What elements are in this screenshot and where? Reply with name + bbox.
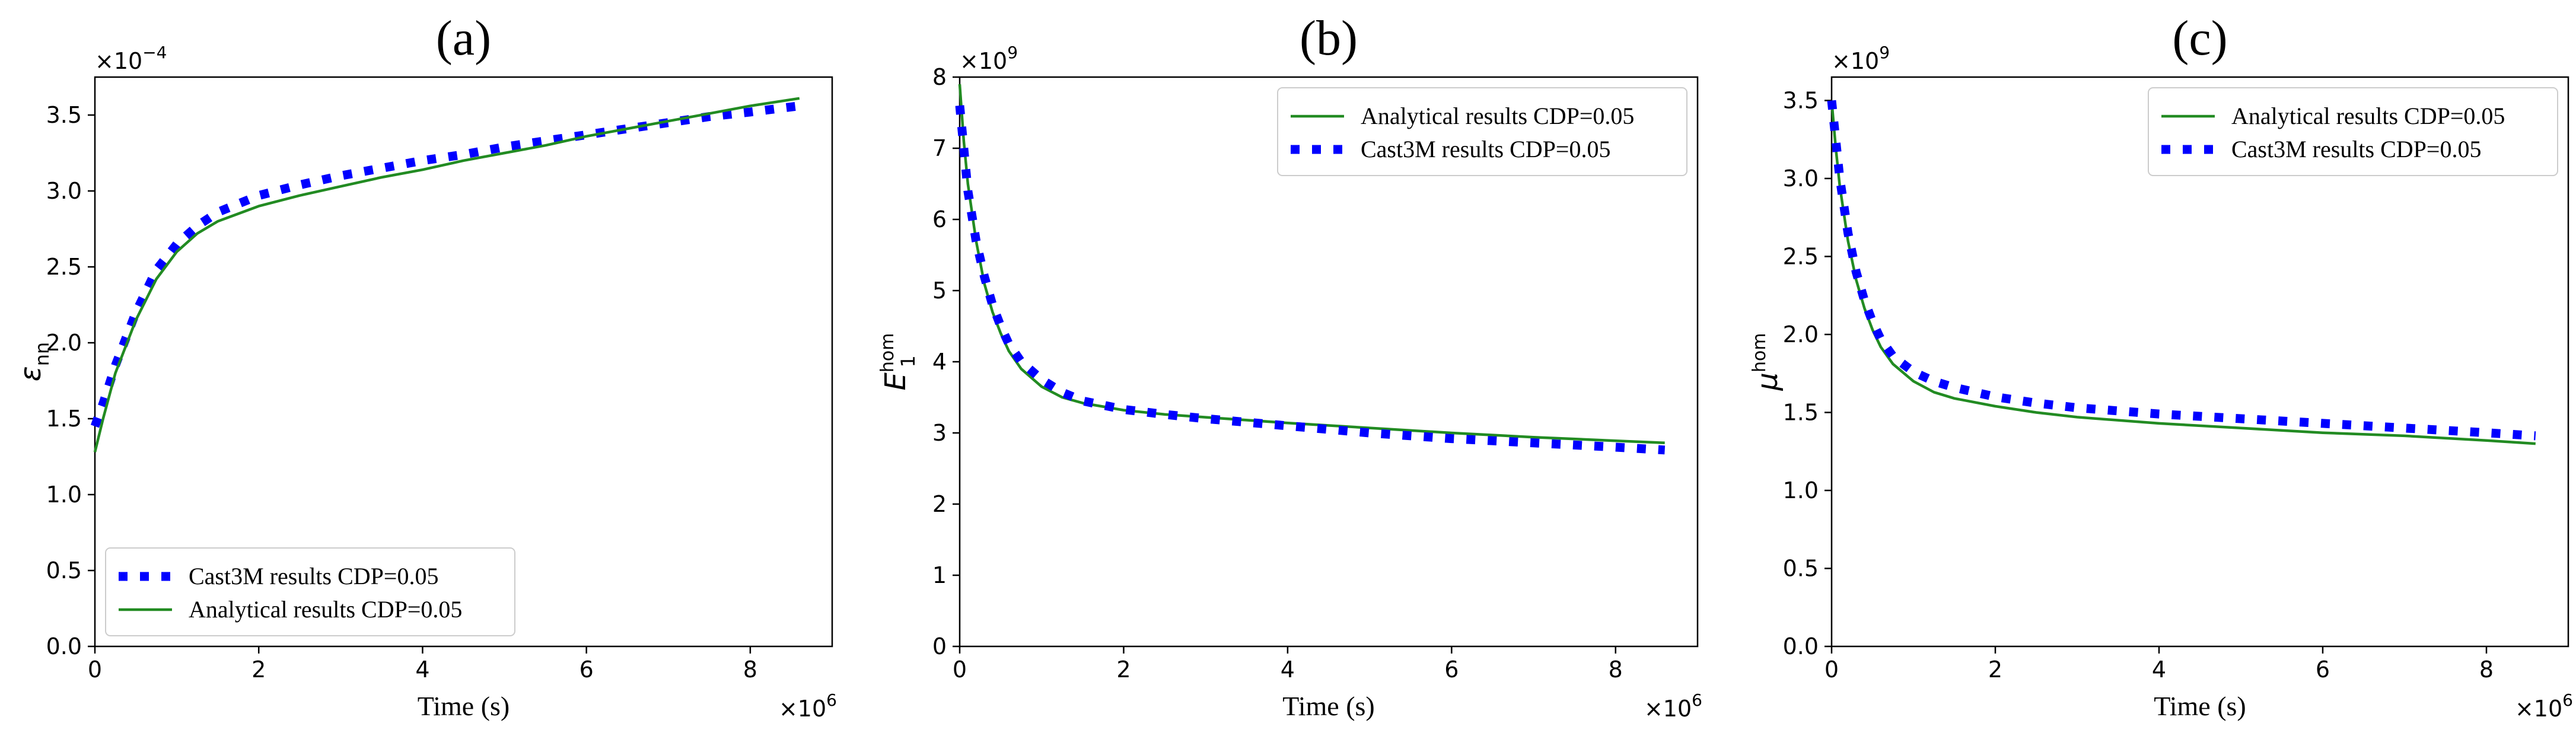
x-tick-label: 8 bbox=[2479, 656, 2494, 683]
y-multiplier-exponent: 9 bbox=[1879, 43, 1890, 62]
y-label-subscript: 1 bbox=[897, 355, 919, 367]
y-tick-label: 3 bbox=[932, 420, 947, 446]
x-tick-label: 4 bbox=[1281, 656, 1295, 683]
x-axis-multiplier: ×106 bbox=[1644, 690, 1702, 722]
y-tick-label: 0.0 bbox=[1783, 633, 1819, 659]
legend-entry-label: Analytical results CDP=0.05 bbox=[189, 596, 462, 623]
x-tick-label: 8 bbox=[743, 656, 757, 683]
legend-entry-label: Analytical results CDP=0.05 bbox=[2231, 103, 2505, 129]
y-label-superscript: hom bbox=[1749, 333, 1770, 372]
panel-label: (c) bbox=[2172, 11, 2227, 66]
y-axis-multiplier: ×109 bbox=[960, 43, 1018, 74]
y-label-main: E bbox=[879, 372, 912, 390]
y-axis-multiplier: ×109 bbox=[1832, 43, 1890, 74]
x-multiplier-base: ×10 bbox=[2515, 696, 2562, 722]
legend-entry-label: Cast3M results CDP=0.05 bbox=[1361, 136, 1610, 162]
chart-panel-a: (a)0 2 4 6 80.00.51.01.52.02.53.03.5×106×10−… bbox=[14, 11, 837, 722]
y-tick-label: 2.0 bbox=[1783, 321, 1819, 348]
y-tick-label: 3.0 bbox=[46, 178, 82, 204]
y-multiplier-base: ×10 bbox=[1832, 48, 1879, 74]
x-axis-label: Time (s) bbox=[418, 691, 510, 721]
y-multiplier-exponent: −4 bbox=[142, 43, 167, 62]
series-line-cast3m bbox=[955, 105, 1666, 455]
x-multiplier-base: ×10 bbox=[1644, 696, 1692, 722]
x-tick-label: 0 bbox=[88, 656, 102, 683]
y-label-main: μ bbox=[1751, 372, 1784, 391]
x-tick-label: 2 bbox=[1988, 656, 2002, 683]
x-tick-label: 0 bbox=[1824, 656, 1839, 683]
panel-label: (b) bbox=[1300, 11, 1358, 66]
x-axis-label: Time (s) bbox=[1282, 691, 1375, 721]
y-tick-label: 0.0 bbox=[46, 633, 82, 659]
y-axis-label: εnn bbox=[14, 342, 53, 382]
x-multiplier-exponent: 6 bbox=[826, 690, 837, 710]
legend-entry-label: Cast3M results CDP=0.05 bbox=[189, 563, 438, 589]
y-tick-label: 6 bbox=[932, 206, 947, 232]
series-line-analytical bbox=[93, 97, 800, 452]
y-tick-label: 1 bbox=[932, 562, 947, 588]
legend: Analytical results CDP=0.05 Cast3M result… bbox=[1277, 87, 1687, 176]
series-line-cast3m bbox=[90, 101, 800, 428]
legend-frame bbox=[105, 547, 515, 636]
x-multiplier-base: ×10 bbox=[779, 696, 826, 722]
x-multiplier-exponent: 6 bbox=[2562, 690, 2573, 710]
y-multiplier-exponent: 9 bbox=[1007, 43, 1018, 62]
y-tick-label: 2 bbox=[932, 491, 947, 517]
y-tick-label: 7 bbox=[932, 135, 947, 161]
x-tick-label: 2 bbox=[1116, 656, 1131, 683]
y-tick-label: 0.5 bbox=[1783, 555, 1819, 581]
x-tick-label: 0 bbox=[953, 656, 967, 683]
y-axis-label: Ehom1 bbox=[877, 333, 919, 391]
y-label-main: ε bbox=[14, 366, 47, 381]
x-axis-multiplier: ×106 bbox=[779, 690, 837, 722]
y-tick-label: 1.0 bbox=[1783, 477, 1819, 503]
legend-entry-label: Cast3M results CDP=0.05 bbox=[2231, 136, 2481, 162]
y-axis-label: μhom bbox=[1749, 333, 1784, 391]
x-tick-label: 6 bbox=[1444, 656, 1459, 683]
y-tick-label: 5 bbox=[932, 278, 947, 304]
x-axis-multiplier: ×106 bbox=[2515, 690, 2573, 722]
plot-frame bbox=[94, 76, 833, 648]
y-tick-label: 8 bbox=[932, 64, 947, 90]
y-tick-label: 1.0 bbox=[46, 482, 82, 508]
y-tick-label: 0.5 bbox=[46, 557, 82, 584]
legend-frame bbox=[1277, 87, 1687, 176]
y-tick-label: 2.0 bbox=[46, 330, 82, 356]
x-tick-label: 6 bbox=[2316, 656, 2330, 683]
legend-frame bbox=[2148, 87, 2558, 176]
x-tick-label: 4 bbox=[2152, 656, 2166, 683]
y-multiplier-base: ×10 bbox=[960, 48, 1007, 74]
y-axis-multiplier: ×10−4 bbox=[95, 43, 167, 74]
y-tick-label: 2.5 bbox=[1783, 243, 1819, 269]
y-tick-label: 4 bbox=[932, 349, 947, 375]
x-tick-label: 2 bbox=[251, 656, 266, 683]
y-label-superscript: hom bbox=[877, 333, 898, 373]
legend: Cast3M results CDP=0.05 Analytical result… bbox=[105, 547, 515, 636]
x-axis-label: Time (s) bbox=[2154, 691, 2246, 721]
chart-panel-c: (c)0 2 4 6 80.00.51.01.52.02.53.03.5×106×109… bbox=[1749, 11, 2573, 722]
y-tick-label: 0 bbox=[932, 633, 947, 659]
y-tick-label: 2.5 bbox=[46, 254, 82, 280]
y-tick-label: 3.5 bbox=[1783, 87, 1819, 113]
y-tick-label: 3.0 bbox=[1783, 165, 1819, 192]
x-tick-label: 8 bbox=[1609, 656, 1623, 683]
x-tick-label: 6 bbox=[579, 656, 594, 683]
x-tick-label: 4 bbox=[415, 656, 429, 683]
y-tick-label: 1.5 bbox=[46, 406, 82, 432]
y-tick-label: 1.5 bbox=[1783, 399, 1819, 425]
y-tick-label: 3.5 bbox=[46, 102, 82, 128]
x-multiplier-exponent: 6 bbox=[1692, 690, 1702, 710]
legend-entry-label: Analytical results CDP=0.05 bbox=[1361, 103, 1634, 129]
y-multiplier-base: ×10 bbox=[95, 48, 142, 74]
plot-frame bbox=[1830, 76, 2569, 648]
legend: Analytical results CDP=0.05 Cast3M result… bbox=[2148, 87, 2558, 176]
y-label-subscript: nn bbox=[31, 342, 53, 366]
panel-label: (a) bbox=[436, 11, 491, 66]
